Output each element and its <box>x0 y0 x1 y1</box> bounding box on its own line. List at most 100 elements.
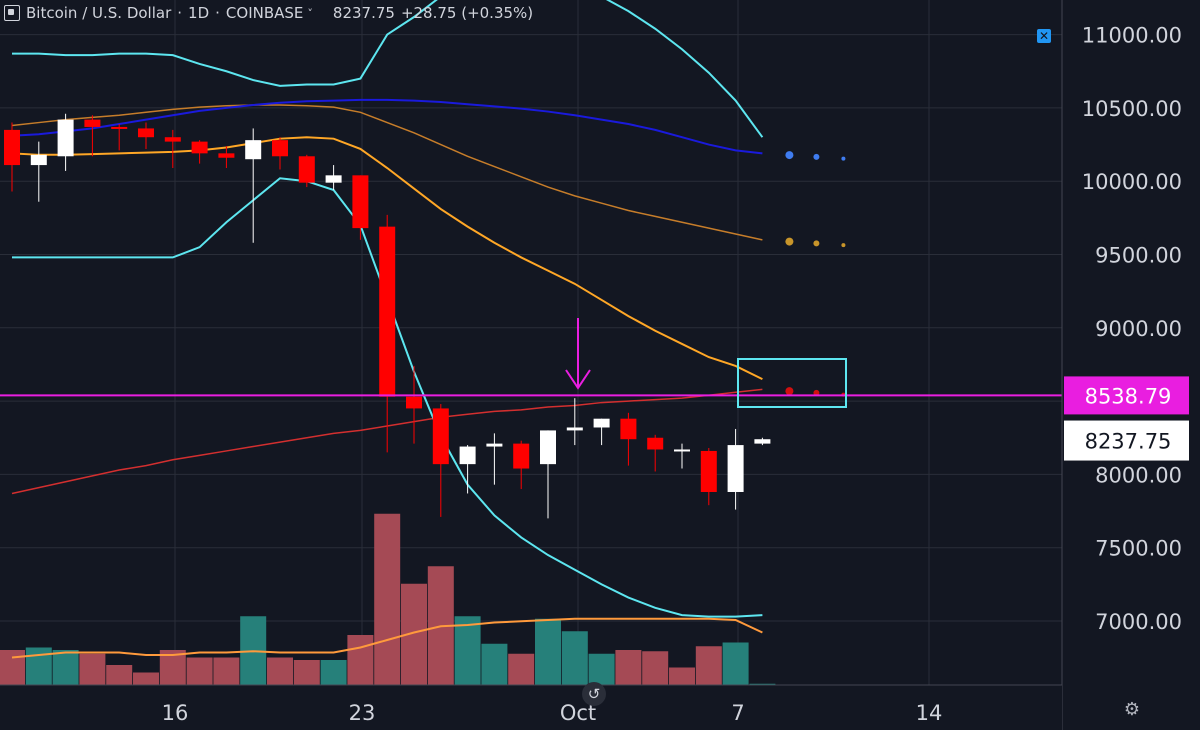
volume-bar <box>0 650 25 685</box>
volume-bar <box>508 653 535 685</box>
candle <box>57 113 74 171</box>
volume-bar <box>669 667 695 685</box>
candle <box>754 437 771 446</box>
candle <box>379 214 396 453</box>
projection-dot <box>785 237 794 246</box>
grid-lines <box>0 0 1062 685</box>
candle <box>513 440 530 490</box>
candle-body <box>566 427 583 431</box>
volume-bars <box>0 513 776 685</box>
candle-body <box>647 437 664 450</box>
price-tick-label: 8000.00 <box>1095 463 1182 487</box>
volume-bar <box>213 657 240 685</box>
volume-bar <box>293 660 320 685</box>
indicator-lines <box>11 0 846 618</box>
projection-dot <box>785 151 794 160</box>
projection-dot <box>813 240 820 247</box>
candle-body <box>272 140 288 157</box>
projection-dot <box>785 387 794 396</box>
candle <box>298 154 315 188</box>
candle-body <box>111 126 128 129</box>
ma-blue-line <box>11 98 763 155</box>
last-price-value: 8237.75 <box>332 4 395 22</box>
candle <box>540 430 556 519</box>
candle <box>138 122 154 149</box>
candle-body <box>700 450 717 492</box>
volume-bar <box>481 643 508 685</box>
volume-bar <box>347 635 374 685</box>
candle <box>700 448 717 506</box>
candle-body <box>138 128 154 138</box>
exchange: COINBASE <box>225 4 304 22</box>
candle-body <box>593 418 610 428</box>
candle-body <box>406 396 422 409</box>
interval: 1D <box>188 4 210 22</box>
candle <box>272 137 288 170</box>
candle <box>325 165 342 190</box>
candle <box>620 412 637 466</box>
volume-bar <box>374 513 401 685</box>
candle-body <box>620 418 637 440</box>
candle-body <box>298 156 315 183</box>
volume-bar <box>267 657 293 685</box>
volume-bar <box>52 650 79 685</box>
eye-icon[interactable] <box>4 5 20 21</box>
bollinger-upper-line <box>12 0 764 138</box>
horizontal-line-label-bg <box>1064 376 1189 415</box>
projection-dot <box>813 153 820 160</box>
volume-bar <box>186 657 213 685</box>
time-tick-label: 16 <box>162 701 189 725</box>
volume-bar <box>25 647 52 685</box>
candle-body <box>486 443 503 447</box>
candles <box>4 113 771 519</box>
time-tick-label: 14 <box>916 701 943 725</box>
volume-bar <box>695 646 722 685</box>
candle <box>218 146 235 169</box>
candle-body <box>4 129 20 166</box>
candle-body <box>245 140 262 160</box>
candle-body <box>30 154 47 166</box>
candle-body <box>218 153 235 158</box>
candle-body <box>754 439 771 444</box>
candle-body <box>540 430 556 465</box>
candle <box>164 129 181 169</box>
candle <box>432 404 449 517</box>
price-tick-label: 10500.00 <box>1082 97 1182 121</box>
arrow-head <box>565 369 591 390</box>
separator: · <box>215 4 220 22</box>
candle <box>111 124 128 151</box>
volume-bar <box>749 683 776 685</box>
last-price-label-bg <box>1064 420 1189 461</box>
reset-icon[interactable]: ↺ <box>582 682 606 706</box>
candle-body <box>379 226 396 397</box>
time-tick-label: 23 <box>349 701 376 725</box>
volume-bar <box>133 672 159 685</box>
time-tick-label: 7 <box>731 701 744 725</box>
volume-bar <box>106 665 133 685</box>
projection-dot <box>841 243 846 248</box>
price-tick-label: 9000.00 <box>1095 317 1182 341</box>
candle-body <box>164 137 181 142</box>
candle-body <box>325 175 342 183</box>
volume-ma-line <box>11 617 763 659</box>
candle <box>4 122 20 192</box>
candle <box>674 443 690 469</box>
chart-header: Bitcoin / U.S. Dollar · 1D · COINBASE ˅ … <box>0 0 533 26</box>
close-icon[interactable]: ✕ <box>1037 29 1051 43</box>
ma-brown-line <box>11 104 763 241</box>
chevron-down-icon[interactable]: ˅ <box>307 6 313 20</box>
candle <box>352 175 369 240</box>
candle <box>593 418 610 446</box>
price-tick-label: 10000.00 <box>1082 170 1182 194</box>
gear-icon[interactable]: ⚙ <box>1123 699 1141 720</box>
price-tick-label: 7500.00 <box>1095 537 1182 561</box>
volume-bar <box>642 651 669 685</box>
volume-bar <box>615 650 642 685</box>
candle-body <box>191 141 208 154</box>
candle-body <box>513 443 530 469</box>
projection-dot <box>841 156 846 161</box>
candle-body <box>727 445 744 492</box>
candle <box>191 140 208 164</box>
volume-ma-line <box>11 617 763 659</box>
